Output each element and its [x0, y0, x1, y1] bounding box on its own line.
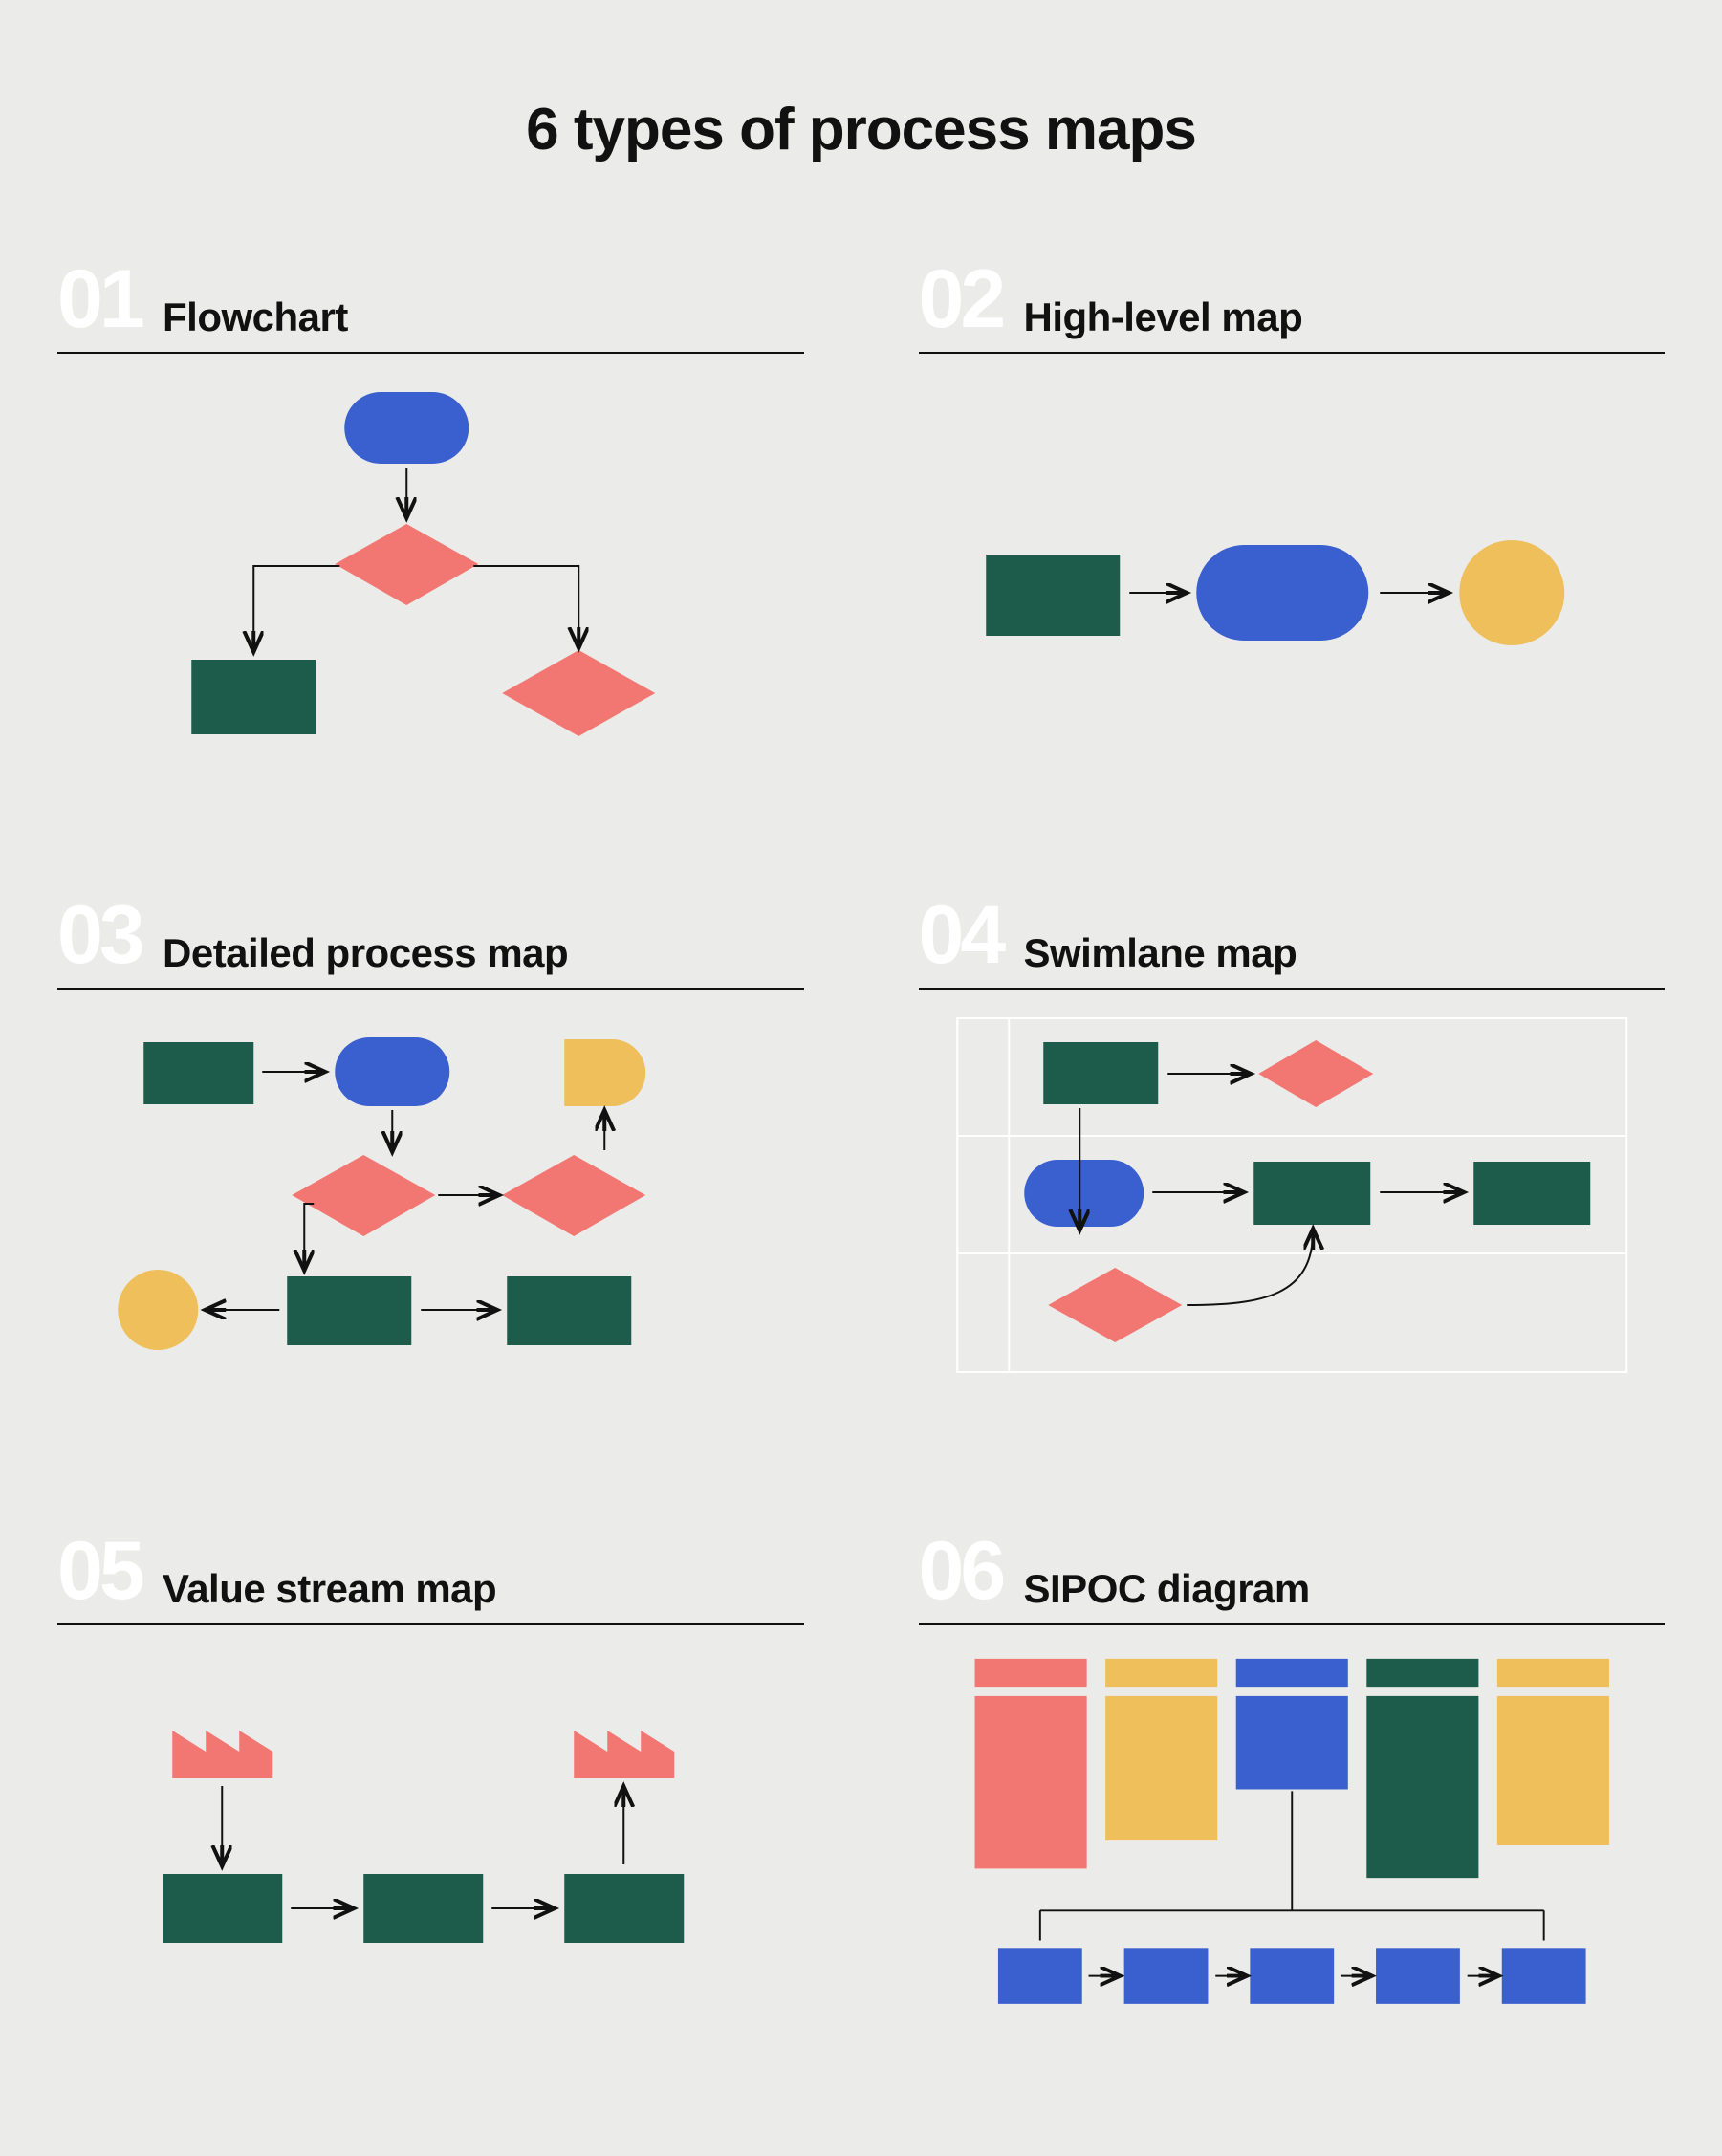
maps-grid: 01 Flowchart	[57, 268, 1665, 2118]
cell-number: 03	[57, 894, 142, 976]
flowchart-diagram	[57, 354, 804, 794]
cell-number: 02	[919, 258, 1003, 340]
cell-header: 06 SIPOC diagram	[919, 1539, 1666, 1625]
cell-header: 04 Swimlane map	[919, 904, 1666, 990]
cell-number: 05	[57, 1530, 142, 1612]
cell-header: 02 High-level map	[919, 268, 1666, 354]
sipoc-diagram	[919, 1625, 1666, 2065]
page-title: 6 types of process maps	[0, 0, 1722, 163]
cell-label: Value stream map	[163, 1566, 496, 1612]
cell-detailed: 03 Detailed process map	[57, 904, 804, 1482]
cell-flowchart: 01 Flowchart	[57, 268, 804, 846]
cell-number: 01	[57, 258, 142, 340]
cell-header: 05 Value stream map	[57, 1539, 804, 1625]
value-stream-diagram	[57, 1625, 804, 2065]
cell-swimlane: 04 Swimlane map	[919, 904, 1666, 1482]
cell-label: Swimlane map	[1024, 930, 1297, 976]
cell-value-stream: 05 Value stream map	[57, 1539, 804, 2118]
cell-header: 03 Detailed process map	[57, 904, 804, 990]
cell-header: 01 Flowchart	[57, 268, 804, 354]
cell-label: Flowchart	[163, 294, 348, 340]
cell-label: SIPOC diagram	[1024, 1566, 1310, 1612]
cell-sipoc: 06 SIPOC diagram	[919, 1539, 1666, 2118]
cell-label: Detailed process map	[163, 930, 568, 976]
cell-label: High-level map	[1024, 294, 1303, 340]
cell-number: 06	[919, 1530, 1003, 1612]
cell-high-level: 02 High-level map	[919, 268, 1666, 846]
high-level-diagram	[919, 354, 1666, 794]
cell-number: 04	[919, 894, 1003, 976]
swimlane-diagram	[919, 990, 1666, 1429]
detailed-diagram	[57, 990, 804, 1429]
